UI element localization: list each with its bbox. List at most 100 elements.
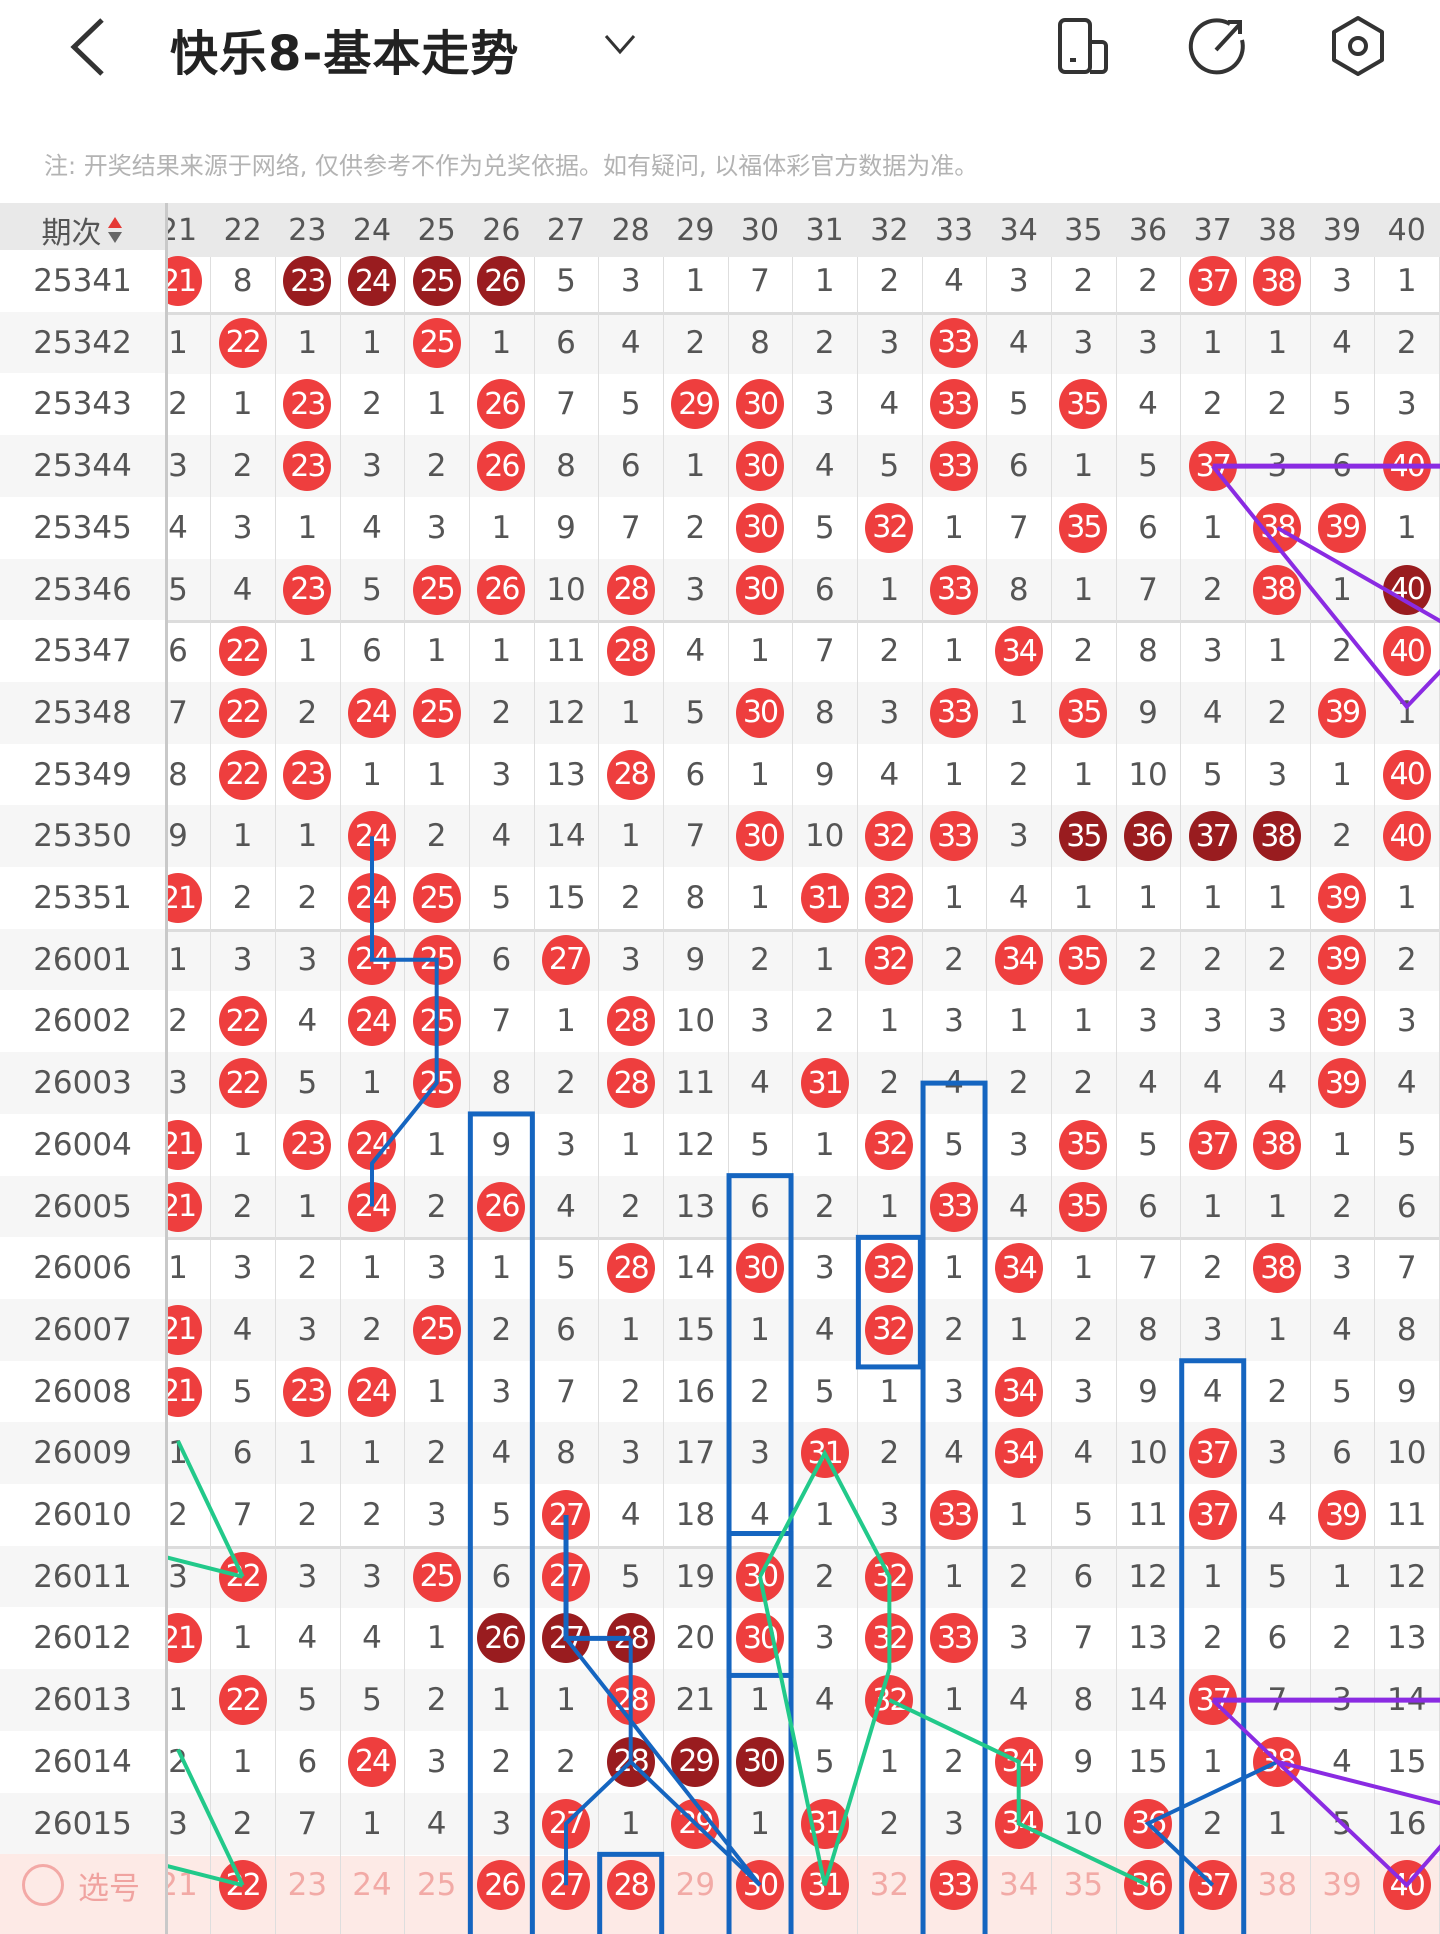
trend-cell: 2 (620, 880, 641, 916)
table-row (0, 928, 1440, 991)
trend-cell: 28 (599, 1731, 663, 1793)
select-number-33[interactable]: 33 (922, 1854, 986, 1916)
select-number-26[interactable]: 26 (469, 1854, 533, 1916)
trend-cell: 2 (944, 1311, 964, 1348)
phone-layout-icon[interactable] (1052, 14, 1116, 78)
hit-ball: 39 (1318, 687, 1367, 738)
trend-cell: 1 (168, 1682, 188, 1719)
trend-cell: 34 (987, 620, 1051, 682)
trend-cell: 2 (491, 694, 512, 731)
select-number-37[interactable]: 37 (1181, 1854, 1245, 1916)
dropdown-chevron-icon[interactable] (600, 26, 640, 62)
hit-ball: 25 (412, 564, 461, 615)
trend-cell: 30 (728, 1731, 792, 1793)
trend-cell: 13 (675, 1188, 716, 1225)
period-sort-header[interactable]: 期次 (0, 203, 165, 257)
trend-cell: 2 (1008, 756, 1029, 793)
trend-cell: 1 (1267, 1311, 1288, 1348)
trend-cell: 26 (469, 250, 533, 312)
trend-cell: 3 (491, 756, 512, 793)
trend-cell: 33 (922, 682, 986, 744)
trend-cell: 19 (675, 1558, 716, 1595)
hit-ball: 26 (477, 564, 526, 615)
trend-cell: 1 (426, 386, 447, 423)
column-divider (792, 257, 794, 1934)
select-number-24[interactable]: 24 (352, 1867, 392, 1904)
period-column: 期次 25341 25342 25343 25344 25345 25346 25347 25… (0, 203, 168, 1934)
trend-cell: 1 (1396, 694, 1417, 731)
share-icon[interactable] (1186, 14, 1250, 78)
select-number-34[interactable]: 34 (998, 1867, 1039, 1904)
select-number-39[interactable]: 39 (1322, 1867, 1362, 1904)
select-number-36[interactable]: 36 (1116, 1854, 1180, 1916)
hit-ball: 35 (1059, 811, 1108, 862)
column-divider (1374, 257, 1376, 1934)
select-number-29[interactable]: 29 (675, 1867, 716, 1904)
trend-cell: 3 (750, 1003, 770, 1040)
trend-cell: 28 (599, 559, 663, 621)
back-chevron-icon[interactable] (60, 12, 120, 82)
trend-cell: 4 (232, 571, 253, 608)
trend-cell: 1 (1073, 571, 1094, 608)
trend-cell: 1 (620, 1126, 641, 1163)
trend-cell: 2 (556, 1743, 576, 1780)
trend-cell: 33 (922, 559, 986, 621)
trend-cell: 5 (297, 1682, 318, 1719)
page-title[interactable]: 快乐8-基本走势 (170, 26, 520, 82)
select-number-32[interactable]: 32 (869, 1867, 910, 1904)
trend-cell: 36 (1116, 1793, 1180, 1855)
trend-cell: 1 (944, 633, 964, 670)
hit-ball: 40 (1382, 441, 1431, 492)
hit-ball: 32 (865, 1304, 914, 1355)
trend-cell: 6 (1138, 509, 1158, 546)
trend-cell: 4 (1332, 1311, 1352, 1348)
trend-cell: 1 (491, 633, 512, 670)
select-row-header: 选号 (0, 1854, 165, 1917)
selected-ball: 33 (930, 1860, 979, 1911)
trend-cell: 32 (857, 1546, 921, 1608)
select-number-27[interactable]: 27 (534, 1854, 598, 1916)
selected-ball: 40 (1382, 1860, 1431, 1911)
trend-cell: 3 (750, 1435, 770, 1472)
hit-ball: 25 (412, 1551, 461, 1602)
select-number-40[interactable]: 40 (1375, 1854, 1439, 1916)
select-number-30[interactable]: 30 (728, 1854, 792, 1916)
select-number-23[interactable]: 23 (287, 1867, 328, 1904)
trend-cell: 1 (879, 571, 900, 608)
select-radio[interactable] (22, 1864, 64, 1907)
settings-icon[interactable] (1326, 14, 1390, 78)
trend-cell: 1 (1202, 324, 1223, 361)
select-number-25[interactable]: 25 (416, 1867, 457, 1904)
trend-cell: 2 (1073, 633, 1094, 670)
trend-cell: 28 (599, 1607, 663, 1669)
hit-ball: 22 (218, 749, 267, 800)
trend-cell: 8 (750, 324, 770, 361)
trend-cell: 4 (168, 509, 188, 546)
trend-cell: 1 (232, 1743, 253, 1780)
select-number-28[interactable]: 28 (599, 1854, 663, 1916)
trend-cell: 32 (857, 1114, 921, 1176)
hit-ball: 31 (800, 1798, 849, 1849)
trend-cell: 1 (944, 1682, 964, 1719)
trend-cell: 3 (426, 1743, 447, 1780)
trend-cell: 26 (469, 1176, 533, 1238)
trend-cell: 10 (1386, 1435, 1427, 1472)
trend-cell: 2 (879, 1805, 900, 1842)
select-number-38[interactable]: 38 (1257, 1867, 1298, 1904)
select-number-22[interactable]: 22 (211, 1854, 275, 1916)
trend-cell: 10 (675, 1003, 716, 1040)
trend-cell: 38 (1245, 1114, 1309, 1176)
trend-cell: 12 (1128, 1558, 1168, 1595)
trend-cell: 3 (362, 1558, 382, 1595)
select-number-31[interactable]: 31 (793, 1854, 857, 1916)
trend-cell: 7 (556, 386, 576, 423)
hit-ball: 24 (348, 1366, 396, 1417)
trend-cell: 17 (675, 1435, 716, 1472)
hit-ball: 24 (348, 687, 396, 738)
hit-ball: 37 (1188, 441, 1237, 492)
trend-cell: 25 (405, 682, 469, 744)
select-number-35[interactable]: 35 (1063, 1867, 1104, 1904)
trend-cell: 2 (1073, 263, 1094, 299)
period-cell: 25349 (0, 743, 165, 806)
trend-cell: 8 (1008, 571, 1029, 608)
